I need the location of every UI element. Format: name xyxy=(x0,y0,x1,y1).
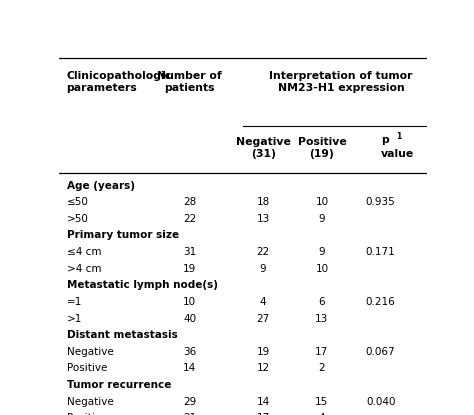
Text: Age (years): Age (years) xyxy=(66,181,135,190)
Text: 0.935: 0.935 xyxy=(366,197,396,207)
Text: 14: 14 xyxy=(256,397,270,407)
Text: Distant metastasis: Distant metastasis xyxy=(66,330,177,340)
Text: 17: 17 xyxy=(256,413,270,415)
Text: 9: 9 xyxy=(319,247,325,257)
Text: Metastatic lymph node(s): Metastatic lymph node(s) xyxy=(66,280,218,290)
Text: 0.171: 0.171 xyxy=(366,247,396,257)
Text: Negative: Negative xyxy=(66,397,113,407)
Text: 31: 31 xyxy=(183,247,196,257)
Text: 13: 13 xyxy=(256,214,270,224)
Text: >50: >50 xyxy=(66,214,89,224)
Text: Negative
(31): Negative (31) xyxy=(236,137,291,159)
Text: 18: 18 xyxy=(256,197,270,207)
Text: 4: 4 xyxy=(260,297,266,307)
Text: 36: 36 xyxy=(183,347,196,357)
Text: 17: 17 xyxy=(315,347,328,357)
Text: 19: 19 xyxy=(183,264,196,273)
Text: 10: 10 xyxy=(183,297,196,307)
Text: 13: 13 xyxy=(315,314,328,324)
Text: >4 cm: >4 cm xyxy=(66,264,101,273)
Text: 10: 10 xyxy=(315,197,328,207)
Text: 19: 19 xyxy=(256,347,270,357)
Text: Positive
(19): Positive (19) xyxy=(298,137,346,159)
Text: 4: 4 xyxy=(319,413,325,415)
Text: 22: 22 xyxy=(183,214,196,224)
Text: ≤50: ≤50 xyxy=(66,197,89,207)
Text: Positive: Positive xyxy=(66,413,107,415)
Text: 27: 27 xyxy=(256,314,270,324)
Text: 1: 1 xyxy=(396,132,401,141)
Text: 9: 9 xyxy=(260,264,266,273)
Text: 40: 40 xyxy=(183,314,196,324)
Text: >1: >1 xyxy=(66,314,82,324)
Text: 2: 2 xyxy=(319,364,325,374)
Text: 0.216: 0.216 xyxy=(366,297,396,307)
Text: 29: 29 xyxy=(183,397,196,407)
Text: Number of
patients: Number of patients xyxy=(157,71,222,93)
Text: Negative: Negative xyxy=(66,347,113,357)
Text: Positive: Positive xyxy=(66,364,107,374)
Text: 9: 9 xyxy=(319,214,325,224)
Text: value: value xyxy=(381,149,414,159)
Text: 21: 21 xyxy=(183,413,196,415)
Text: ≤4 cm: ≤4 cm xyxy=(66,247,101,257)
Text: 0.040: 0.040 xyxy=(366,397,395,407)
Text: Primary tumor size: Primary tumor size xyxy=(66,230,179,240)
Text: Interpretation of tumor
NM23-H1 expression: Interpretation of tumor NM23-H1 expressi… xyxy=(269,71,413,93)
Text: 12: 12 xyxy=(256,364,270,374)
Text: p: p xyxy=(381,135,388,145)
Text: Tumor recurrence: Tumor recurrence xyxy=(66,380,171,390)
Text: 0.067: 0.067 xyxy=(366,347,395,357)
Text: 14: 14 xyxy=(183,364,196,374)
Text: 6: 6 xyxy=(319,297,325,307)
Text: Clinicopathologic
parameters: Clinicopathologic parameters xyxy=(66,71,172,93)
Text: 28: 28 xyxy=(183,197,196,207)
Text: 15: 15 xyxy=(315,397,328,407)
Text: =1: =1 xyxy=(66,297,82,307)
Text: 10: 10 xyxy=(315,264,328,273)
Text: 22: 22 xyxy=(256,247,270,257)
